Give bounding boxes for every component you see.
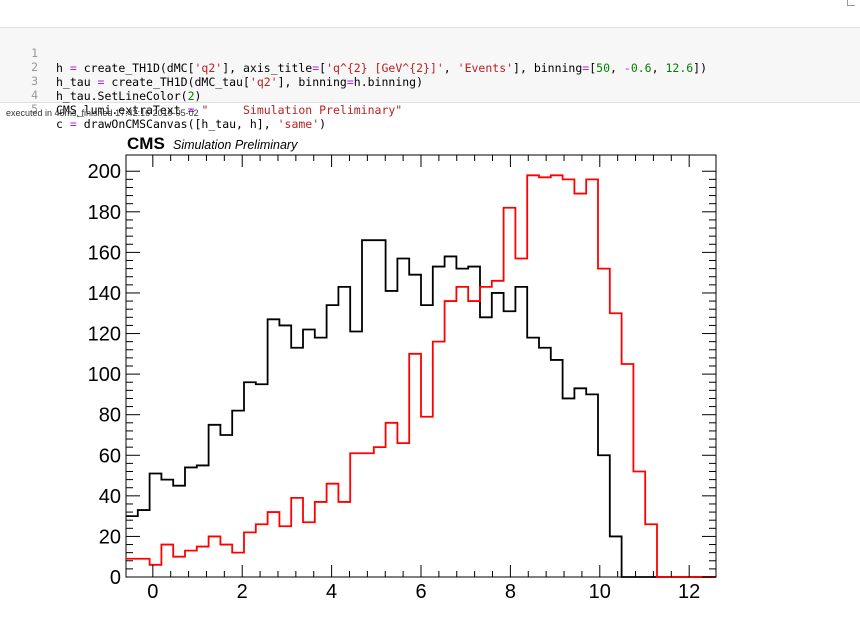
code-token: 'same' (277, 117, 320, 131)
x-tick-label: 8 (505, 581, 516, 603)
y-tick-label: 100 (88, 364, 121, 386)
code-token: = (69, 61, 77, 75)
code-token: , (443, 61, 458, 75)
code-token: , (651, 61, 666, 75)
code-token: ) (194, 89, 202, 103)
code-text: h = create_TH1D(dMC['q2'], axis_title=['… (56, 61, 707, 76)
cms-label: CMS (127, 134, 165, 153)
code-token: create_TH1D(dMC[ (76, 61, 195, 75)
code-token: = (346, 75, 354, 89)
x-tick-label: 10 (589, 581, 611, 603)
code-token: ], axis_title (222, 61, 313, 75)
code-token: c (56, 117, 70, 131)
code-token: h_tau.SetLineColor( (56, 89, 188, 103)
histogram-black-series (126, 239, 716, 578)
histogram-red-series (126, 174, 716, 578)
code-token: = (312, 61, 320, 75)
code-token: = (69, 117, 77, 131)
x-tick-label: 2 (237, 581, 248, 603)
code-token: [ (319, 61, 327, 75)
x-tick-label: 6 (415, 581, 426, 603)
line-number: 5 (31, 102, 38, 116)
y-tick-label: 160 (88, 242, 121, 264)
y-tick-label: 0 (110, 567, 121, 589)
y-tick-label: 140 (88, 283, 121, 305)
code-token: ], binning (277, 75, 347, 89)
code-line: 1 h = create_TH1D(dMC['q2'], axis_title=… (0, 31, 860, 75)
line-number: 1 (31, 46, 38, 60)
code-text: CMS_lumi.extraText = " Simulation Prelim… (56, 103, 402, 118)
code-token: [ (589, 61, 597, 75)
code-text: h_tau.SetLineColor(2) (56, 89, 201, 104)
code-token: ]) (693, 61, 708, 75)
code-token: = (582, 61, 590, 75)
code-line: 2 h_tau = create_TH1D(dMC_tau['q2'], bin… (0, 45, 860, 89)
code-token: 50 (596, 61, 611, 75)
code-token: 'q^{2} [GeV^{2}]' (326, 61, 444, 75)
y-tick-label: 80 (99, 405, 121, 427)
code-token: = (97, 75, 105, 89)
code-line: 5 c = drawOnCMSCanvas([h_tau, h], 'same'… (0, 87, 860, 131)
code-token: 'q2' (194, 61, 223, 75)
code-token: 2 (187, 89, 195, 103)
code-line: 3 h_tau.SetLineColor(2) (0, 59, 860, 103)
code-text: c = drawOnCMSCanvas([h_tau, h], 'same') (56, 117, 326, 132)
x-tick-label: 0 (147, 581, 158, 603)
code-token: h (56, 61, 70, 75)
code-token: - (623, 61, 631, 75)
simulation-preliminary-label: Simulation Preliminary (173, 138, 298, 152)
code-token: CMS_lumi.extraText (56, 103, 188, 117)
y-tick-label: 20 (99, 526, 121, 548)
code-token: ) (319, 117, 327, 131)
y-tick-label: 120 (88, 324, 121, 346)
code-text: h_tau = create_TH1D(dMC_tau['q2'], binni… (56, 75, 423, 90)
code-token: drawOnCMSCanvas([h_tau, h], (76, 117, 278, 131)
cell-collapse-handle[interactable] (847, 0, 855, 6)
y-tick-label: 60 (99, 445, 121, 467)
line-number: 2 (31, 60, 38, 74)
code-token: ], binning (513, 61, 583, 75)
code-token: h_tau (56, 75, 98, 89)
y-tick-label: 40 (99, 486, 121, 508)
x-tick-label: 4 (326, 581, 337, 603)
code-token: 'Events' (457, 61, 514, 75)
y-tick-label: 180 (88, 202, 121, 224)
code-token: 'q2' (249, 75, 278, 89)
execution-status: executed in 45ms, finished 17:42:16 2019… (6, 108, 199, 118)
code-token: , (610, 61, 624, 75)
code-token: h.binning) (353, 75, 424, 89)
code-line: 4 CMS_lumi.extraText = " Simulation Prel… (0, 73, 860, 117)
x-tick-label: 12 (678, 581, 700, 603)
line-number: 3 (31, 74, 38, 88)
code-token: = (187, 103, 195, 117)
line-number: 4 (31, 88, 38, 102)
code-token: " Simulation Preliminary" (201, 103, 403, 117)
code-token: 12.6 (665, 61, 694, 75)
code-token: create_TH1D(dMC_tau[ (104, 75, 250, 89)
y-tick-label: 200 (88, 161, 121, 183)
code-cell[interactable]: 1 h = create_TH1D(dMC['q2'], axis_title=… (0, 27, 860, 131)
code-token: 0.6 (630, 61, 652, 75)
